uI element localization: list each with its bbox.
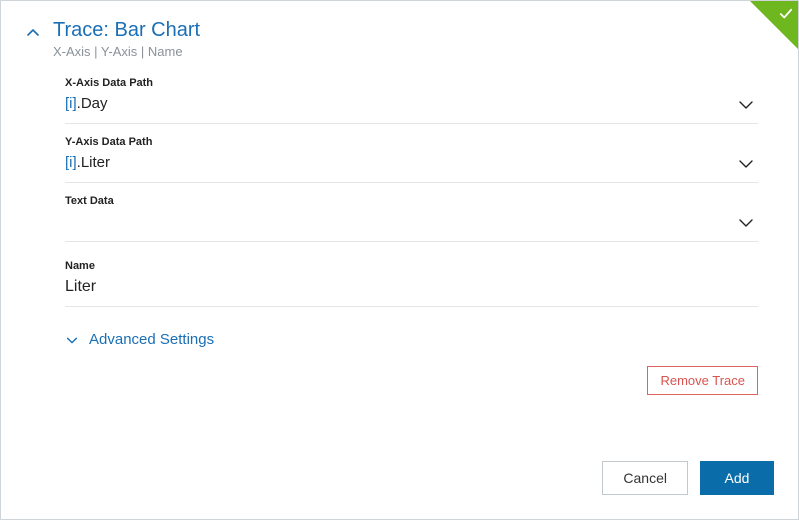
section-title: Trace: Bar Chart (53, 19, 200, 42)
y-axis-path: .Liter (77, 154, 110, 171)
x-axis-path: .Day (77, 95, 108, 112)
chevron-down-icon[interactable] (734, 96, 758, 114)
text-data-label: Text Data (65, 195, 758, 207)
name-field[interactable]: Name Liter (65, 242, 758, 307)
chevron-down-icon[interactable] (734, 214, 758, 232)
section-subtitle: X-Axis | Y-Axis | Name (53, 44, 200, 59)
trace-config-dialog: Trace: Bar Chart X-Axis | Y-Axis | Name … (0, 0, 799, 520)
advanced-settings-toggle[interactable]: Advanced Settings (65, 331, 758, 348)
check-icon (779, 7, 793, 21)
add-button[interactable]: Add (700, 461, 774, 495)
x-axis-field[interactable]: X-Axis Data Path [i].Day (65, 65, 758, 124)
name-value: Liter (65, 278, 96, 298)
y-axis-value: [i].Liter (65, 154, 110, 174)
chevron-down-icon[interactable] (734, 155, 758, 173)
y-axis-field[interactable]: Y-Axis Data Path [i].Liter (65, 124, 758, 183)
chevron-down-icon (65, 333, 79, 347)
chevron-up-icon (25, 25, 41, 41)
index-token: [i] (65, 95, 77, 112)
x-axis-label: X-Axis Data Path (65, 77, 758, 89)
x-axis-value: [i].Day (65, 95, 108, 115)
remove-trace-button[interactable]: Remove Trace (647, 366, 758, 395)
advanced-settings-label: Advanced Settings (89, 331, 214, 348)
cancel-button[interactable]: Cancel (602, 461, 688, 495)
index-token: [i] (65, 154, 77, 171)
section-header[interactable]: Trace: Bar Chart X-Axis | Y-Axis | Name (1, 1, 798, 63)
name-label: Name (65, 260, 758, 272)
dialog-footer: Cancel Add (1, 445, 798, 519)
y-axis-label: Y-Axis Data Path (65, 136, 758, 148)
text-data-field[interactable]: Text Data (65, 183, 758, 242)
